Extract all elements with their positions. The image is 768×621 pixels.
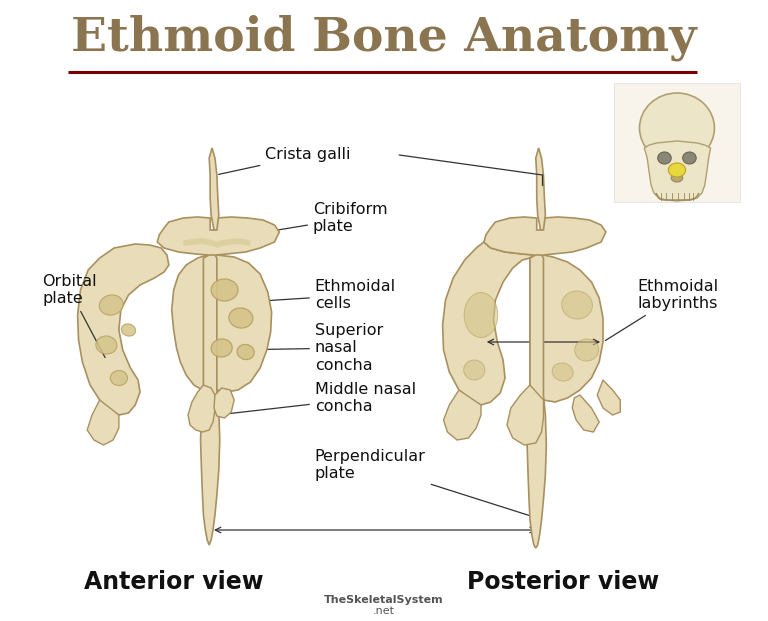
- Ellipse shape: [121, 324, 136, 336]
- Text: TheSkeletalSystem: TheSkeletalSystem: [324, 595, 444, 605]
- Polygon shape: [172, 255, 272, 392]
- Ellipse shape: [211, 279, 238, 301]
- Text: Ethmoidal
labyrinths: Ethmoidal labyrinths: [605, 279, 719, 340]
- Polygon shape: [184, 238, 250, 248]
- Text: Posterior view: Posterior view: [466, 570, 659, 594]
- Text: Crista galli: Crista galli: [219, 148, 351, 175]
- Ellipse shape: [229, 308, 253, 328]
- Polygon shape: [572, 395, 599, 432]
- Polygon shape: [444, 390, 481, 440]
- Ellipse shape: [211, 339, 232, 357]
- Text: Superior
nasal
concha: Superior nasal concha: [231, 323, 383, 373]
- Ellipse shape: [561, 291, 592, 319]
- Polygon shape: [527, 255, 546, 548]
- Ellipse shape: [111, 371, 127, 386]
- Ellipse shape: [657, 152, 671, 164]
- Polygon shape: [644, 141, 710, 201]
- Ellipse shape: [99, 295, 123, 315]
- Ellipse shape: [640, 93, 714, 163]
- Polygon shape: [78, 244, 169, 415]
- Polygon shape: [200, 255, 220, 545]
- Polygon shape: [507, 385, 544, 445]
- Polygon shape: [484, 217, 606, 258]
- Ellipse shape: [552, 363, 573, 381]
- Polygon shape: [157, 217, 280, 258]
- Polygon shape: [214, 388, 234, 418]
- Ellipse shape: [237, 345, 254, 360]
- Polygon shape: [209, 148, 219, 230]
- Ellipse shape: [96, 336, 117, 354]
- Text: Ethmoidal
cells: Ethmoidal cells: [249, 279, 396, 311]
- Polygon shape: [598, 380, 621, 415]
- Polygon shape: [188, 385, 215, 432]
- Polygon shape: [530, 255, 603, 402]
- Text: .net: .net: [373, 606, 395, 616]
- Text: Ethmoid Bone Anatomy: Ethmoid Bone Anatomy: [71, 15, 697, 61]
- Ellipse shape: [671, 174, 683, 182]
- Text: Cribiform
plate: Cribiform plate: [250, 202, 388, 235]
- Ellipse shape: [464, 360, 485, 380]
- Text: Orbital
plate: Orbital plate: [42, 274, 105, 358]
- Text: Perpendicular
plate: Perpendicular plate: [315, 449, 541, 519]
- Ellipse shape: [683, 152, 696, 164]
- FancyBboxPatch shape: [614, 83, 740, 202]
- Text: Middle nasal
concha: Middle nasal concha: [220, 382, 416, 415]
- Ellipse shape: [668, 163, 686, 177]
- Ellipse shape: [574, 339, 599, 361]
- Text: Anterior view: Anterior view: [84, 570, 263, 594]
- Polygon shape: [536, 148, 545, 230]
- Polygon shape: [88, 400, 119, 445]
- Ellipse shape: [464, 292, 498, 337]
- Polygon shape: [442, 242, 534, 405]
